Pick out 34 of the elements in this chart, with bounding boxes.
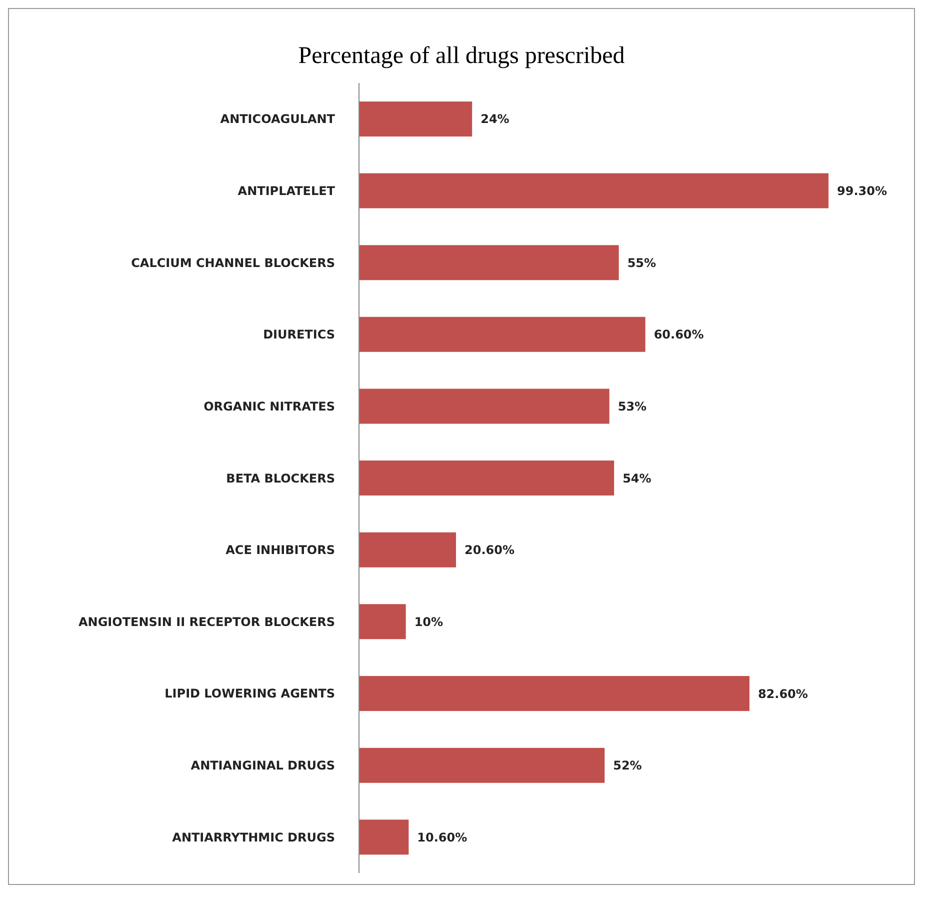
data-label: 10.60% xyxy=(417,830,468,844)
data-label: 60.60% xyxy=(654,328,704,342)
data-label: 10% xyxy=(414,614,444,629)
y-tick-label: ANTIARRYTHMIC DRUGS xyxy=(172,830,335,844)
bar xyxy=(359,675,750,712)
y-tick-label: CALCIUM CHANNEL BLOCKERS xyxy=(131,256,335,270)
bar xyxy=(359,603,407,640)
y-tick-label: ANTICOAGULANT xyxy=(220,112,336,126)
data-label: 53% xyxy=(618,399,647,414)
y-tick-label: DIURETICS xyxy=(263,328,335,342)
bar xyxy=(359,388,610,425)
bar xyxy=(359,531,458,568)
y-tick-label: LIPID LOWERING AGENTS xyxy=(164,686,335,701)
data-label: 24% xyxy=(480,112,510,126)
y-tick-label: ANGIOTENSIN II RECEPTOR BLOCKERS xyxy=(78,614,335,629)
data-label: 55% xyxy=(627,256,656,270)
bar xyxy=(359,100,474,138)
y-tick-label: BETA BLOCKERS xyxy=(226,471,335,486)
y-tick-label: ANTIANGINAL DRUGS xyxy=(190,758,335,773)
data-label: 20.60% xyxy=(464,543,514,558)
bar xyxy=(359,460,616,497)
data-label: 52% xyxy=(613,758,642,773)
y-tick-label: ORGANIC NITRATES xyxy=(204,399,335,414)
data-label: 54% xyxy=(622,471,652,486)
bar xyxy=(359,172,829,210)
chart-title: Percentage of all drugs prescribed xyxy=(297,43,626,71)
bar xyxy=(359,316,646,353)
bar xyxy=(359,818,410,856)
data-label: 82.60% xyxy=(758,686,808,701)
bar xyxy=(359,746,606,784)
data-label: 99.30% xyxy=(837,184,887,198)
y-tick-label: ACE INHIBITORS xyxy=(226,543,335,558)
y-tick-label: ANTIPLATELET xyxy=(238,184,336,198)
bar xyxy=(359,244,620,282)
